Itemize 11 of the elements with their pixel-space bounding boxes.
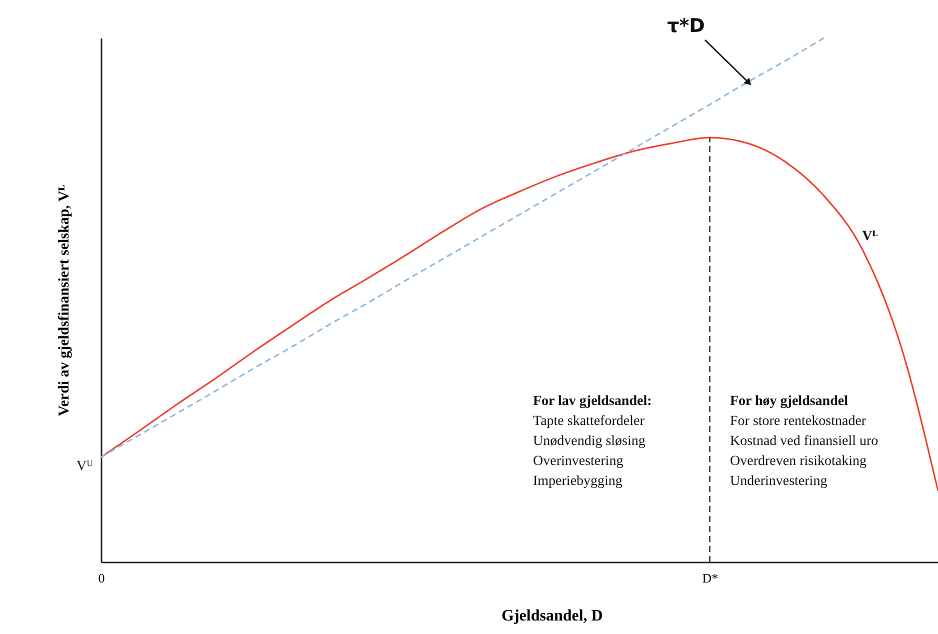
annotation: Vᴸ <box>862 229 878 244</box>
x-tick-label: 0 <box>98 570 105 586</box>
x-axis-title: Gjeldsandel, D <box>502 608 603 624</box>
annotation: For lav gjeldsandel: <box>533 394 652 409</box>
text: τ*D <box>667 15 705 37</box>
annotation: For høy gjeldsandel <box>730 394 848 409</box>
x-tick-label: D* <box>702 570 718 586</box>
annotation: For store rentekostnader Kostnad ved finansiell uro Overdreven risikotaking Underinvestering <box>730 414 878 489</box>
annotation: Tapte skattefordeler Unødvendig sløsing Overinvestering Imperiebygging <box>533 414 646 489</box>
y-axis-title: Verdi av gjeldsfinansiert selskap, Vᴸ <box>56 184 72 416</box>
text: Vᵁ <box>76 459 94 474</box>
